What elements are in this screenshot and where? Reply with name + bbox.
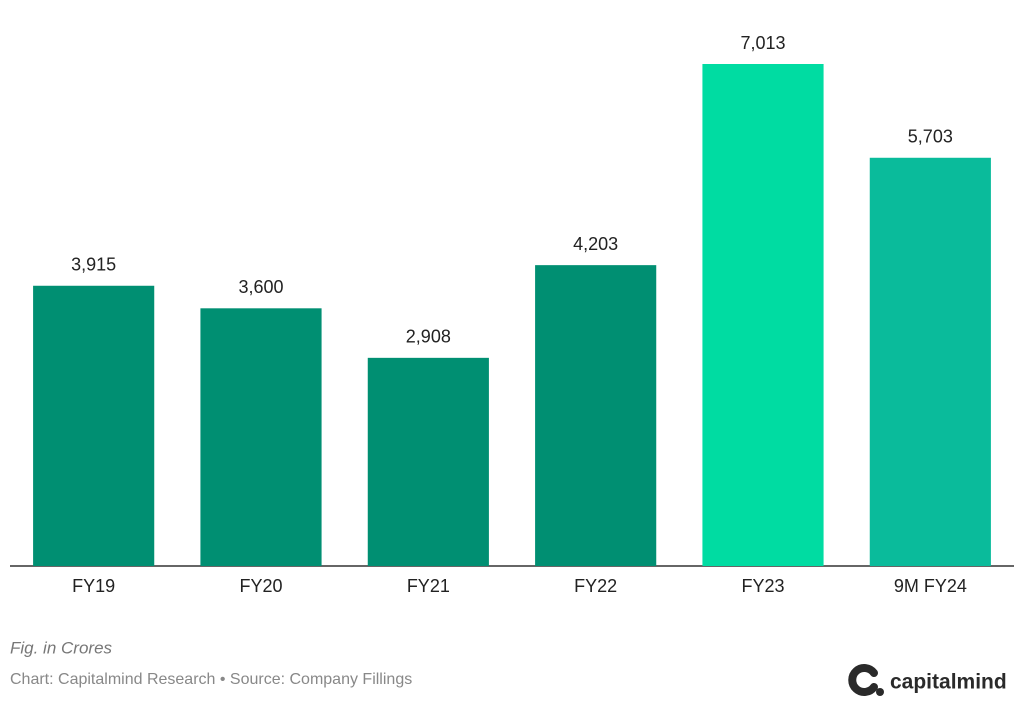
logo-text: capitalmind <box>890 671 1007 694</box>
x-tick-label: FY22 <box>574 576 617 596</box>
value-label: 3,915 <box>71 255 116 275</box>
logo-dot <box>876 688 884 696</box>
bar <box>869 157 991 567</box>
bar <box>367 357 489 566</box>
value-label: 5,703 <box>908 127 953 147</box>
source: Chart: Capitalmind Research • Source: Co… <box>10 671 412 688</box>
value-label: 2,908 <box>406 327 451 347</box>
logo: capitalmind <box>848 664 1007 696</box>
bar <box>535 265 657 566</box>
x-tick-label: FY21 <box>407 576 450 596</box>
bar <box>33 285 155 566</box>
x-tick-label: FY19 <box>72 576 115 596</box>
value-label: 7,013 <box>740 33 785 53</box>
x-tick-label: 9M FY24 <box>894 576 967 596</box>
bar <box>200 308 322 566</box>
value-label: 4,203 <box>573 234 618 254</box>
logo-icon <box>848 664 878 696</box>
value-label: 3,600 <box>238 277 283 297</box>
x-tick-label: FY23 <box>741 576 784 596</box>
note: Fig. in Crores <box>10 638 113 657</box>
bar <box>702 64 824 566</box>
x-tick-label: FY20 <box>239 576 282 596</box>
